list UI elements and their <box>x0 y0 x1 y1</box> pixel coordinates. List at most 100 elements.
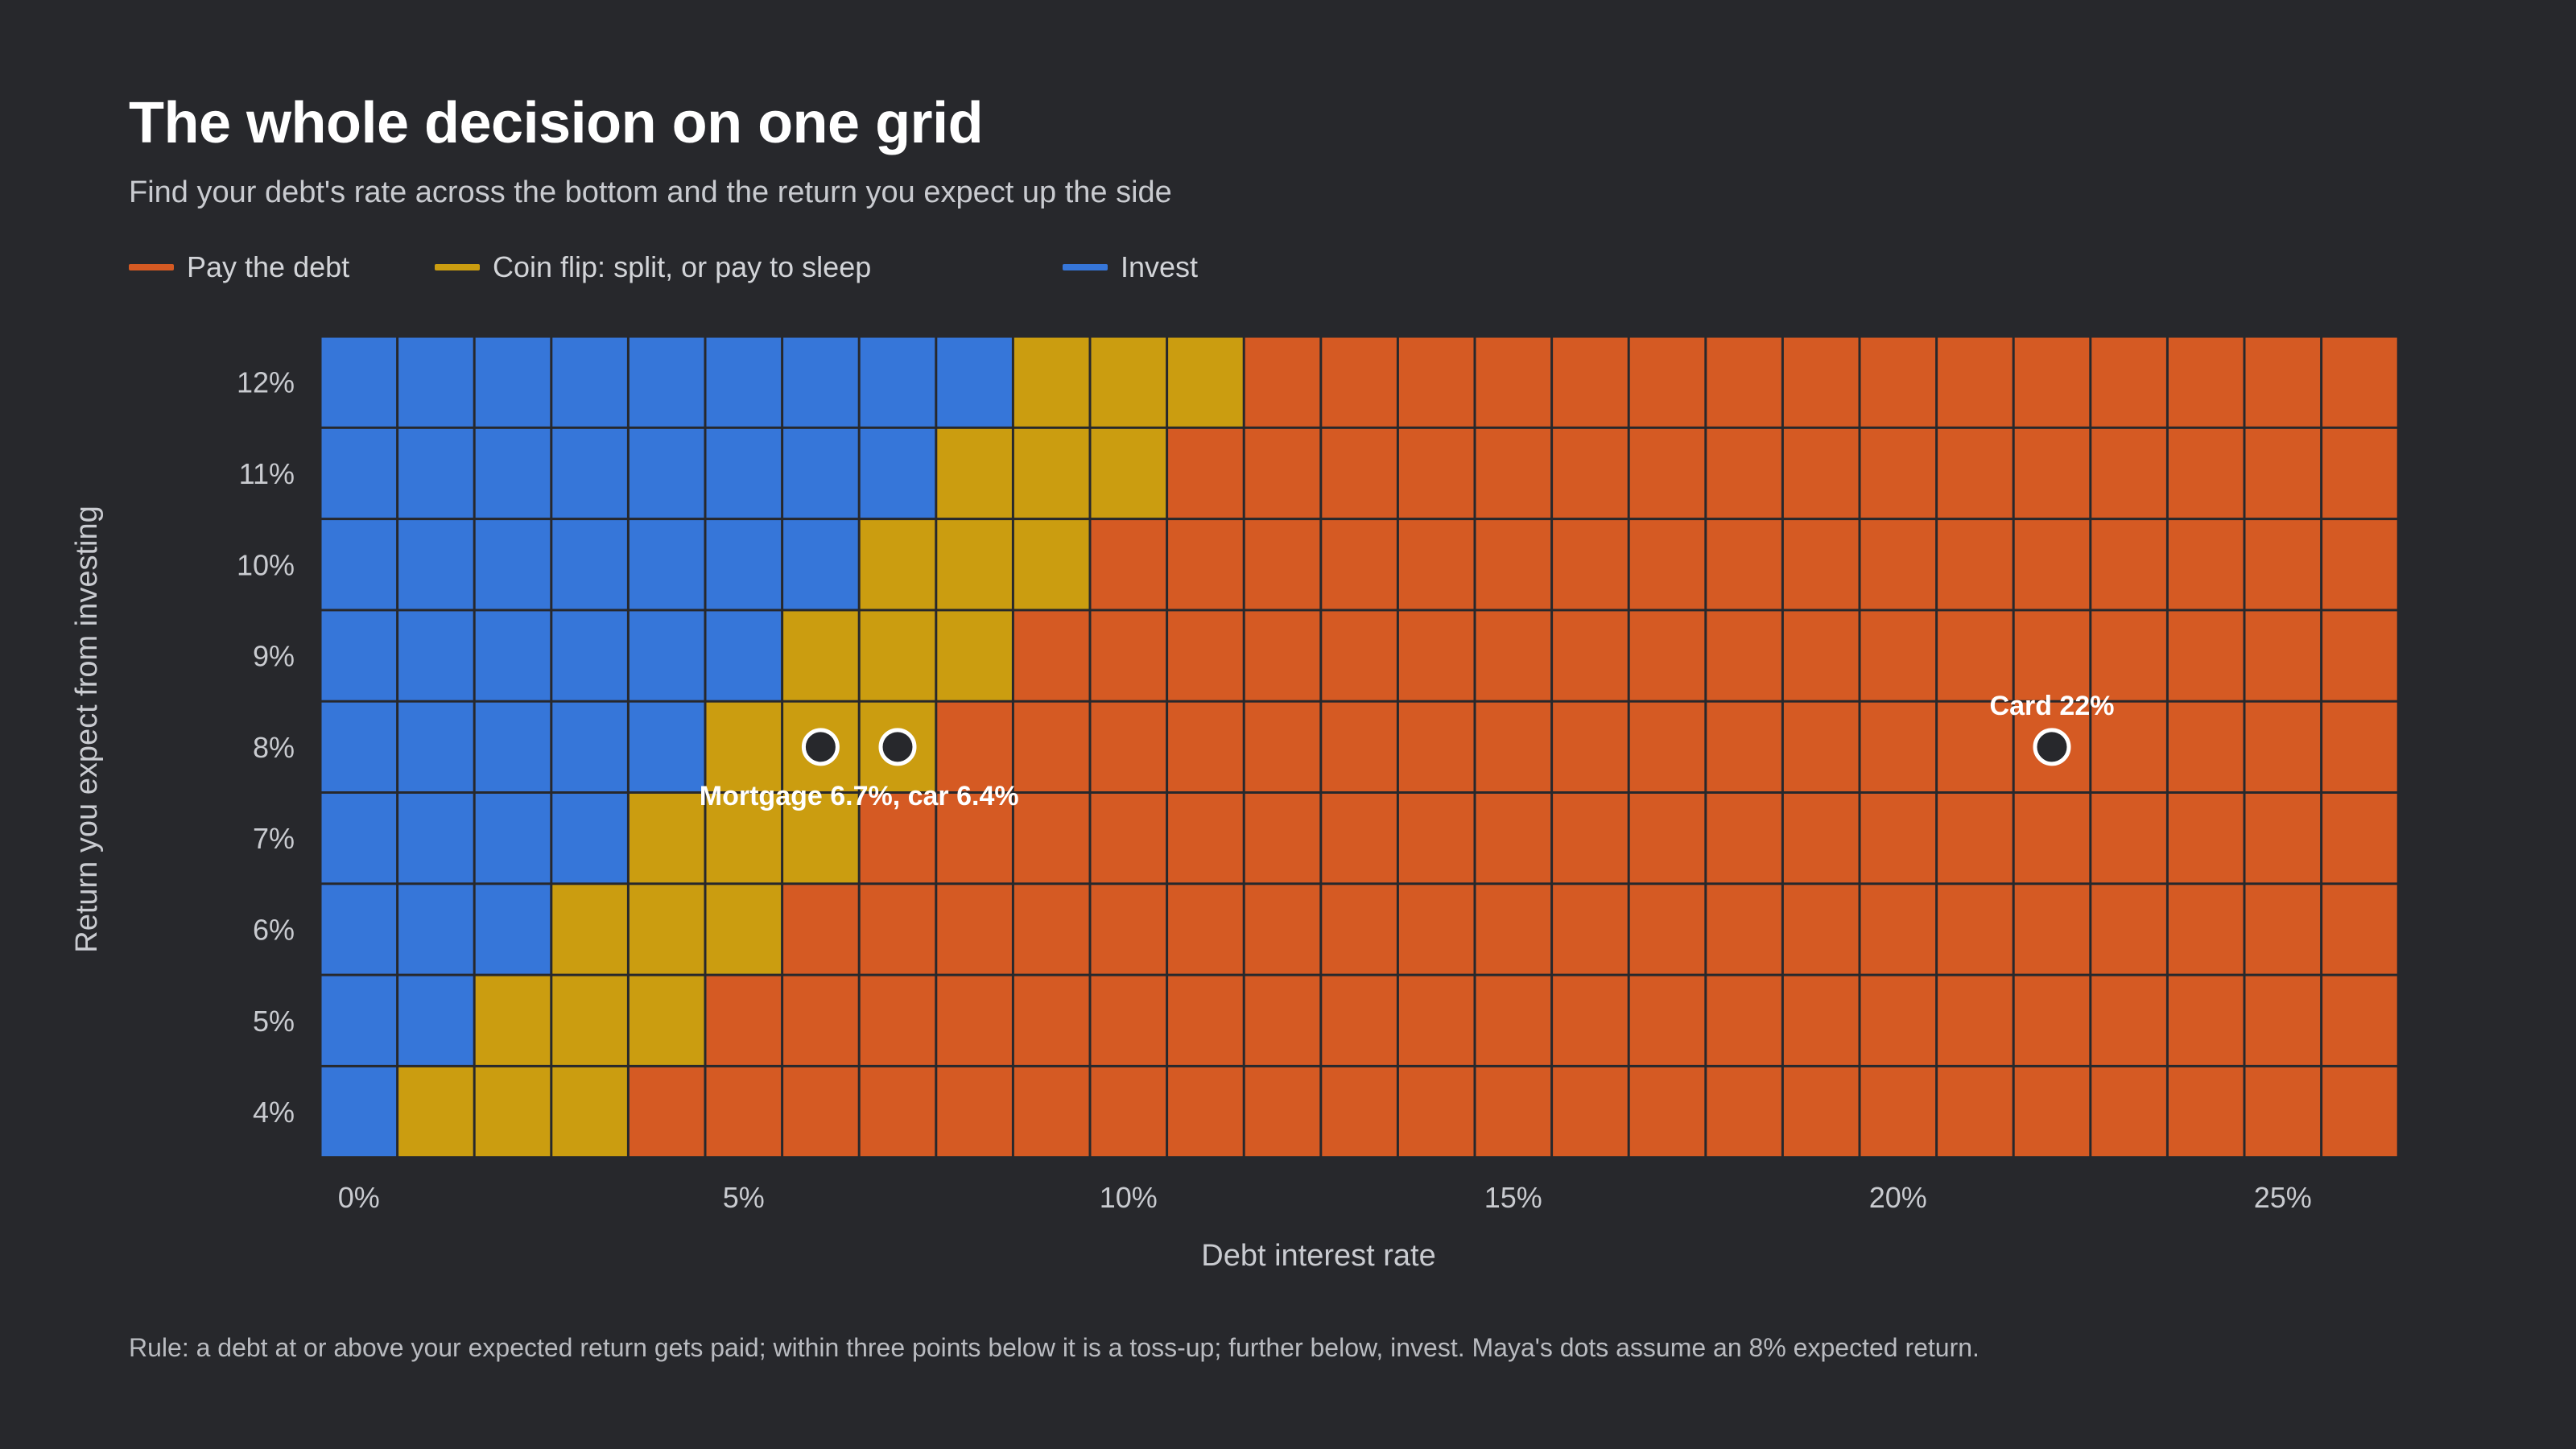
cell-pay <box>1398 1067 1474 1157</box>
cell-coin <box>629 794 704 883</box>
cell-pay <box>1013 885 1089 974</box>
cell-pay <box>2014 428 2090 518</box>
cell-pay <box>2322 976 2397 1065</box>
cell-invest <box>475 611 551 700</box>
legend-swatch-pay <box>129 264 174 270</box>
cell-pay <box>783 1067 858 1157</box>
cell-coin <box>783 611 858 700</box>
cell-coin <box>1091 337 1166 427</box>
cell-pay <box>1938 428 2013 518</box>
cell-coin <box>1013 428 1089 518</box>
cell-invest <box>629 337 704 427</box>
cell-pay <box>937 702 1012 791</box>
cell-pay <box>2014 611 2090 700</box>
cell-pay <box>1938 794 2013 883</box>
cell-invest <box>321 794 397 883</box>
cell-pay <box>1398 794 1474 883</box>
cell-pay <box>1245 702 1320 791</box>
cell-pay <box>1168 702 1243 791</box>
cell-pay <box>860 885 935 974</box>
cell-pay <box>1783 1067 1859 1157</box>
cell-pay <box>1168 976 1243 1065</box>
cell-pay <box>1245 1067 1320 1157</box>
cell-invest <box>398 520 473 609</box>
x-tick-label: 10% <box>1100 1181 1158 1214</box>
cell-pay <box>2091 885 2166 974</box>
y-tick-label: 6% <box>253 913 295 946</box>
cell-pay <box>1783 611 1859 700</box>
cell-invest <box>552 428 627 518</box>
cell-pay <box>1245 337 1320 427</box>
cell-pay <box>1476 794 1551 883</box>
legend-label-coin: Coin flip: split, or pay to sleep <box>493 250 872 283</box>
cell-pay <box>2322 428 2397 518</box>
x-tick-label: 20% <box>1869 1181 1927 1214</box>
cell-invest <box>398 702 473 791</box>
cell-pay <box>1707 337 1781 427</box>
x-tick-label: 0% <box>338 1181 380 1214</box>
legend-label-invest: Invest <box>1121 250 1199 283</box>
cell-pay <box>1629 520 1705 609</box>
cell-pay <box>1091 976 1166 1065</box>
cell-pay <box>1629 337 1705 427</box>
cell-pay <box>1476 702 1551 791</box>
cell-pay <box>1783 428 1859 518</box>
cell-pay <box>1013 1067 1089 1157</box>
x-tick-labels: 0% 5% 10% 15% 20% 25% <box>338 1181 2312 1214</box>
cell-pay <box>1398 337 1474 427</box>
cell-invest <box>783 337 858 427</box>
cell-coin <box>860 611 935 700</box>
cell-pay <box>2168 885 2244 974</box>
cell-pay <box>2168 702 2244 791</box>
cell-pay <box>2014 520 2090 609</box>
cell-pay <box>2168 1067 2244 1157</box>
cell-pay <box>2091 702 2166 791</box>
cell-invest <box>552 611 627 700</box>
point-mortgage <box>801 728 840 766</box>
cell-pay <box>1013 976 1089 1065</box>
cell-pay <box>1938 702 2013 791</box>
y-tick-label: 12% <box>237 366 295 399</box>
cell-pay <box>2168 337 2244 427</box>
cell-pay <box>1398 976 1474 1065</box>
cell-pay <box>937 976 1012 1065</box>
cell-invest <box>475 428 551 518</box>
y-tick-label: 5% <box>253 1005 295 1038</box>
annotations: Mortgage 6.7%, car 6.4% Card 22% <box>700 691 2115 811</box>
cell-pay <box>1629 611 1705 700</box>
cell-pay <box>860 1067 935 1157</box>
cell-pay <box>2322 520 2397 609</box>
cell-pay <box>1013 794 1089 883</box>
cell-pay <box>1629 794 1705 883</box>
cell-pay <box>2014 976 2090 1065</box>
cell-pay <box>1322 885 1397 974</box>
cell-pay <box>1707 520 1781 609</box>
cell-pay <box>629 1067 704 1157</box>
cell-invest <box>321 611 397 700</box>
cell-pay <box>1938 885 2013 974</box>
cell-pay <box>1322 702 1397 791</box>
cell-pay <box>706 976 782 1065</box>
cell-invest <box>629 520 704 609</box>
cell-pay <box>1013 611 1089 700</box>
cell-pay <box>1629 428 1705 518</box>
cell-pay <box>1476 428 1551 518</box>
cell-pay <box>1398 702 1474 791</box>
cell-invest <box>321 976 397 1065</box>
cell-pay <box>1938 1067 2013 1157</box>
cell-invest <box>629 611 704 700</box>
legend-item-invest: Invest <box>1063 248 1198 287</box>
cell-pay <box>1553 702 1628 791</box>
cell-pay <box>1860 794 1936 883</box>
cell-pay <box>1476 885 1551 974</box>
cell-pay <box>937 885 1012 974</box>
cell-pay <box>2245 520 2321 609</box>
cell-invest <box>783 520 858 609</box>
cell-invest <box>321 1067 397 1157</box>
cell-invest <box>398 611 473 700</box>
cell-pay <box>1091 1067 1166 1157</box>
y-tick-label: 7% <box>253 822 295 855</box>
cell-coin <box>1168 337 1243 427</box>
cell-pay <box>2322 794 2397 883</box>
